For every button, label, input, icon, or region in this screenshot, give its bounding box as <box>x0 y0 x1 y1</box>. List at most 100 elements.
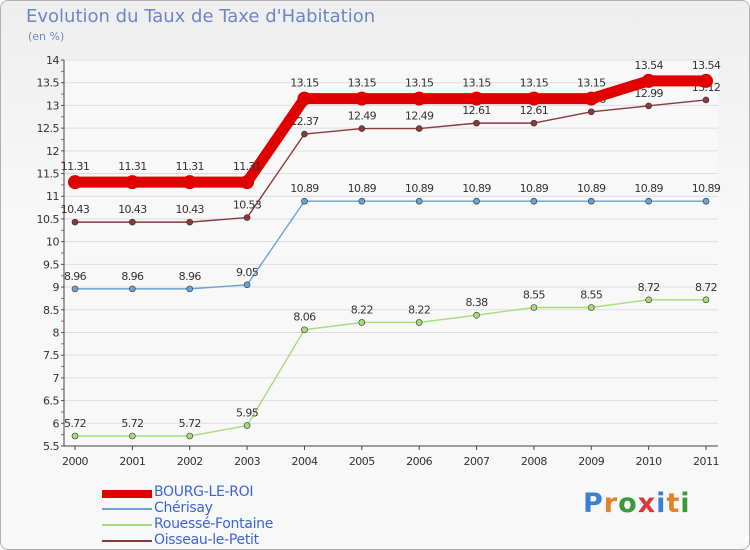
data-point <box>301 197 308 205</box>
data-label: 11.31 <box>61 160 90 173</box>
y-tick-label: 5.5 <box>43 440 59 453</box>
data-point <box>68 175 82 190</box>
data-label: 8.72 <box>695 281 717 294</box>
y-tick-label: 6 <box>53 417 60 430</box>
data-label: 13.15 <box>577 77 606 90</box>
x-tick-label: 2000 <box>62 455 88 468</box>
data-point <box>129 432 136 440</box>
data-label: 13.15 <box>462 77 491 90</box>
data-point <box>473 197 480 205</box>
series-line <box>75 99 707 223</box>
data-label: 8.96 <box>179 270 202 283</box>
data-label: 5.95 <box>236 407 259 420</box>
proxiti-logo: Proxiti <box>583 488 691 519</box>
data-label: 5.72 <box>121 417 143 430</box>
data-label: 8.22 <box>408 303 430 316</box>
x-tick-label: 2011 <box>693 455 719 468</box>
logo-letter: o <box>618 488 638 519</box>
data-point <box>645 197 652 205</box>
legend-swatch <box>102 524 152 526</box>
y-tick-label: 13 <box>46 99 59 112</box>
data-point <box>129 285 136 293</box>
data-label: 8.06 <box>293 311 316 324</box>
series-line <box>75 75 706 188</box>
y-tick-label: 9 <box>53 281 60 294</box>
data-label: 9.05 <box>236 266 259 279</box>
x-tick-label: 2004 <box>291 455 317 468</box>
data-label: 12.37 <box>290 115 319 128</box>
data-label: 13.54 <box>634 59 663 72</box>
data-label: 13.15 <box>405 77 434 90</box>
data-point <box>71 218 79 226</box>
data-point <box>702 296 710 304</box>
data-label: 8.72 <box>638 281 660 294</box>
data-label: 11.31 <box>175 160 204 173</box>
series-rouess-fontaine: 5.72 5.72 5.72 5.95 8.06 8.22 8.22 8.38 8.55 8.55… <box>64 281 718 440</box>
plot-area <box>64 60 718 446</box>
data-label: 8.22 <box>351 303 373 316</box>
x-tick-label: 2002 <box>177 455 203 468</box>
data-label: 10.89 <box>462 182 491 195</box>
data-point <box>530 304 538 311</box>
logo-letter: t <box>666 488 681 519</box>
y-tick-label: 8.5 <box>43 304 59 317</box>
data-point <box>645 102 652 110</box>
data-point <box>699 73 713 88</box>
data-point <box>412 91 427 106</box>
data-label: 10.89 <box>520 182 549 195</box>
data-point <box>243 422 251 429</box>
data-label: 5.72 <box>64 417 86 430</box>
data-point <box>587 197 595 205</box>
data-point <box>358 125 366 132</box>
data-label: 10.53 <box>233 199 262 212</box>
data-point <box>415 319 423 326</box>
data-label: 12.61 <box>520 104 549 117</box>
data-point <box>186 218 194 226</box>
data-point <box>641 73 656 88</box>
data-label: 13.15 <box>290 77 319 90</box>
data-point <box>587 304 595 311</box>
y-tick-label: 10.5 <box>37 213 60 226</box>
data-point <box>354 91 369 106</box>
data-point <box>358 197 366 205</box>
x-tick-label: 2010 <box>636 455 662 468</box>
y-tick-label: 12 <box>46 145 59 158</box>
data-label: 8.38 <box>465 296 488 309</box>
data-point <box>186 432 194 440</box>
data-label: 10.89 <box>405 182 434 195</box>
data-point <box>129 218 136 226</box>
series-ch-risay: 8.96 8.96 8.96 9.05 10.89 10.89 10.89 10.89 10.8… <box>64 182 721 293</box>
data-label: 10.43 <box>118 203 147 216</box>
y-tick-label: 7 <box>53 372 60 385</box>
data-label: 10.89 <box>348 182 377 195</box>
data-point <box>526 91 541 106</box>
data-point <box>71 432 79 440</box>
y-tick-label: 8 <box>53 326 60 339</box>
data-point <box>297 91 312 106</box>
data-label: 12.49 <box>348 110 377 123</box>
data-label: 10.89 <box>290 182 319 195</box>
x-tick-label: 2006 <box>406 455 432 468</box>
logo-letter: x <box>637 488 657 519</box>
x-tick-label: 2005 <box>349 455 375 468</box>
chart-subtitle: (en %) <box>28 30 65 43</box>
y-tick-label: 9.5 <box>43 258 59 271</box>
data-point <box>530 119 538 127</box>
legend-swatch <box>102 540 152 542</box>
data-label: 5.72 <box>179 417 201 430</box>
series-oisseau-le-petit: 10.43 10.43 10.43 10.53 12.37 12.49 12.49 12.61… <box>61 81 721 226</box>
data-point <box>240 175 255 190</box>
data-point <box>186 285 194 293</box>
data-label: 8.96 <box>64 270 87 283</box>
logo-letter: i <box>656 488 667 519</box>
y-tick-label: 11.5 <box>37 168 60 181</box>
data-label: 8.55 <box>580 288 603 301</box>
data-point <box>415 197 423 205</box>
data-point <box>473 311 480 319</box>
y-tick-label: 13.5 <box>37 77 60 90</box>
logo-letter: P <box>583 488 604 519</box>
legend-label: Chérisay <box>154 500 213 516</box>
logo-letter: r <box>603 488 619 519</box>
data-point <box>469 91 484 106</box>
